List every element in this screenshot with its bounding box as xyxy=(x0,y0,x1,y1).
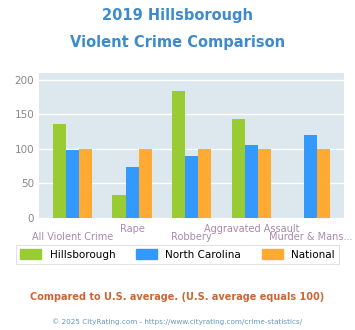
Bar xyxy=(304,135,317,218)
Bar xyxy=(66,150,79,218)
Bar xyxy=(258,148,271,218)
Bar xyxy=(317,148,331,218)
Bar xyxy=(139,148,152,218)
Bar xyxy=(172,90,185,218)
Text: © 2025 CityRating.com - https://www.cityrating.com/crime-statistics/: © 2025 CityRating.com - https://www.city… xyxy=(53,318,302,325)
Text: Murder & Mans...: Murder & Mans... xyxy=(269,232,353,242)
Text: Robbery: Robbery xyxy=(171,232,212,242)
Bar xyxy=(79,148,92,218)
Bar xyxy=(185,155,198,218)
Bar xyxy=(245,145,258,218)
Text: All Violent Crime: All Violent Crime xyxy=(32,232,113,242)
Text: Compared to U.S. average. (U.S. average equals 100): Compared to U.S. average. (U.S. average … xyxy=(31,292,324,302)
Bar xyxy=(126,167,139,218)
Text: Violent Crime Comparison: Violent Crime Comparison xyxy=(70,35,285,50)
Text: Rape: Rape xyxy=(120,224,144,234)
Text: 2019 Hillsborough: 2019 Hillsborough xyxy=(102,8,253,23)
Legend: Hillsborough, North Carolina, National: Hillsborough, North Carolina, National xyxy=(16,245,339,264)
Bar xyxy=(53,124,66,218)
Bar xyxy=(231,119,245,218)
Bar xyxy=(198,148,211,218)
Bar xyxy=(113,195,126,218)
Text: Aggravated Assault: Aggravated Assault xyxy=(203,224,299,234)
